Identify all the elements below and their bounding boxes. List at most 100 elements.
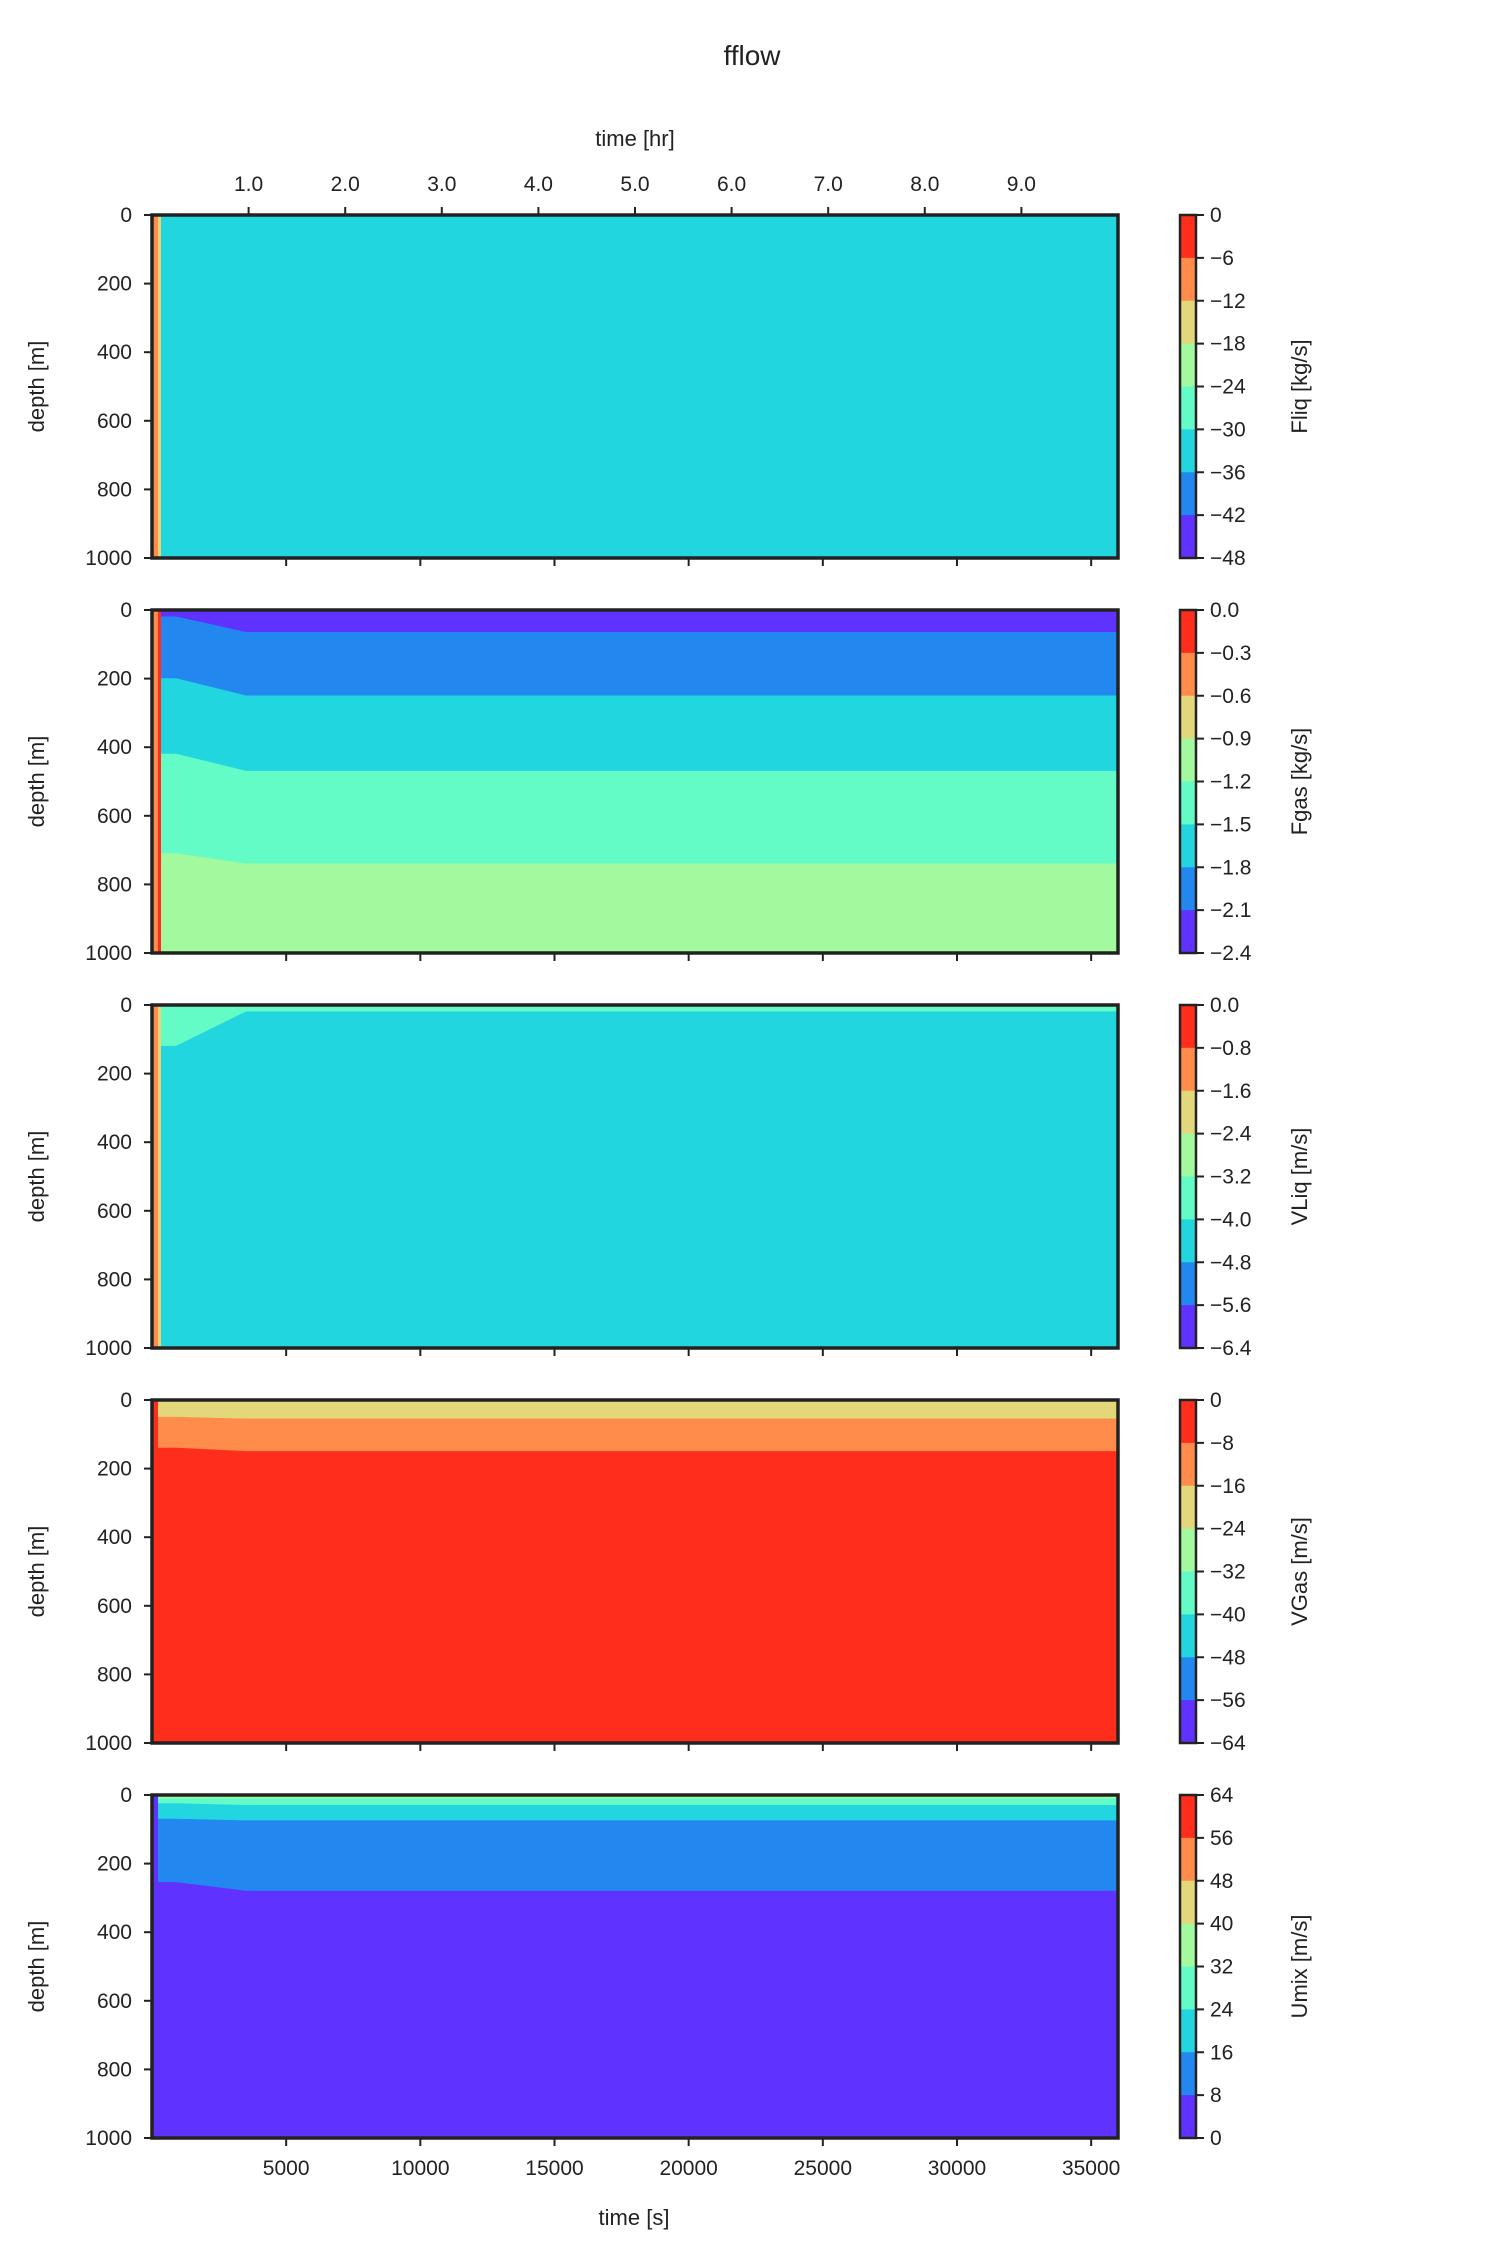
colorbar-swatch	[1180, 867, 1196, 911]
plot-area	[152, 1005, 1118, 1348]
colorbar-swatch	[1180, 1700, 1196, 1744]
colorbar-tick-label: −6.4	[1210, 1337, 1252, 1360]
colorbar-swatch	[1180, 1966, 1196, 2010]
plot-area	[152, 610, 1118, 953]
colorbar-swatch	[1180, 824, 1196, 868]
x-tick-label: 35000	[1062, 2157, 1120, 2180]
colorbar-tick-label: −2.4	[1210, 1123, 1252, 1146]
band-vgas-1	[152, 1401, 1118, 1420]
y-tick-label: 1000	[85, 942, 132, 965]
band-fgas-4	[152, 853, 1118, 953]
plot-area	[152, 1795, 1118, 2138]
panel-frame	[150, 1793, 1120, 2140]
colorbar-swatch	[1180, 1400, 1196, 1444]
top-x-tick-label: 9.0	[1007, 173, 1036, 196]
colorbar-tick-label: −0.8	[1210, 1037, 1251, 1060]
plot-area	[152, 1400, 1118, 1743]
colorbar-tick-label: −32	[1210, 1561, 1246, 1584]
colorbar-swatch	[1180, 781, 1196, 825]
colorbar-tick-label: −18	[1210, 333, 1246, 356]
y-axis-label: depth [m]	[24, 1526, 49, 1618]
y-tick-label: 600	[97, 1990, 132, 2013]
band-umix-3	[152, 1818, 1118, 1892]
initial-strip-umix-0	[152, 1795, 158, 2138]
colorbar-swatch	[1180, 1090, 1196, 1135]
colorbar-swatch	[1180, 1528, 1196, 1572]
colorbar-tick-label: −24	[1210, 376, 1246, 399]
colorbar-tick-label: −3.2	[1210, 1166, 1251, 1189]
y-tick-label: 200	[97, 1458, 132, 1481]
colorbar-tick-label: 40	[1210, 1913, 1233, 1936]
colorbar-tick-label: −1.6	[1210, 1080, 1251, 1103]
colorbar-swatch	[1180, 1923, 1196, 1967]
colorbar-swatch	[1180, 215, 1196, 259]
top-axis-label: time [hr]	[595, 126, 674, 151]
colorbar-tick-label: −1.8	[1210, 856, 1251, 879]
y-tick-label: 800	[97, 2058, 132, 2081]
y-tick-label: 600	[97, 1200, 132, 1223]
panel-fliq: 0 200 400 600 800 1000 depth [m] 0 −6 −12 −18 −24 −3…	[24, 204, 1312, 570]
y-tick-label: 200	[97, 668, 132, 691]
y-tick-label: 1000	[85, 1337, 132, 1360]
colorbar-swatch	[1180, 343, 1196, 387]
colorbar-swatch	[1180, 1305, 1196, 1349]
band-fgas-0	[152, 610, 1118, 633]
band-vgas-2	[152, 1416, 1118, 1452]
colorbar-swatch	[1180, 1485, 1196, 1530]
colorbar-tick-label: 32	[1210, 1956, 1233, 1979]
band-umix-4	[152, 1882, 1118, 2138]
y-axis-label: depth [m]	[24, 1131, 49, 1223]
colorbar-swatch	[1180, 1837, 1196, 1882]
colorbar-swatch	[1180, 1614, 1196, 1658]
figure-title: fflow	[723, 40, 781, 71]
colorbar-swatch	[1180, 300, 1196, 345]
colorbar-swatch	[1180, 1262, 1196, 1306]
colorbar-tick-label: −1.2	[1210, 771, 1251, 794]
colorbar-swatch	[1180, 1133, 1196, 1177]
colorbar-umix: 64 56 48 40 32 24 16 8 0 Umix [m/s]	[1178, 1784, 1312, 2150]
y-tick-label: 800	[97, 1663, 132, 1686]
y-tick-label: 800	[97, 1268, 132, 1291]
colorbar-swatch	[1180, 2009, 1196, 2053]
colorbar-label: VLiq [m/s]	[1287, 1128, 1312, 1226]
panel-fgas: 0 200 400 600 800 1000 depth [m] 0.0 −0.3 −0.6 −0.…	[24, 599, 1312, 965]
colorbar-swatch	[1180, 1657, 1196, 1701]
band-umix-1	[152, 1798, 1118, 1806]
colorbar-swatch	[1180, 1795, 1196, 1839]
colorbar-tick-label: 48	[1210, 1870, 1233, 1893]
colorbar-tick-label: −36	[1210, 461, 1246, 484]
colorbar-tick-label: 64	[1210, 1784, 1234, 1807]
x-tick-label: 10000	[391, 2157, 449, 2180]
y-tick-label: 0	[120, 1389, 132, 1412]
colorbar-tick-label: −40	[1210, 1603, 1246, 1626]
colorbar-tick-label: −0.9	[1210, 728, 1251, 751]
initial-strip-vliq-1	[158, 1005, 161, 1348]
colorbar-tick-label: −1.5	[1210, 813, 1251, 836]
top-x-tick-label: 1.0	[234, 173, 263, 196]
colorbar-tick-label: 0	[1210, 204, 1222, 227]
top-x-tick-label: 6.0	[717, 173, 746, 196]
panel-frame	[150, 608, 1120, 955]
colorbar-tick-label: −24	[1210, 1518, 1246, 1541]
y-tick-label: 200	[97, 273, 132, 296]
plot-area	[152, 215, 1118, 558]
y-tick-label: 800	[97, 873, 132, 896]
colorbar-tick-label: −48	[1210, 547, 1246, 570]
colorbar-swatch	[1180, 1176, 1196, 1220]
colorbar-swatch	[1180, 515, 1196, 559]
colorbar-swatch	[1180, 910, 1196, 954]
colorbar-vliq: 0.0 −0.8 −1.6 −2.4 −3.2 −4.0 −4.8 −5.6 −6.4 VLiq …	[1178, 994, 1312, 1360]
colorbar-label: Umix [m/s]	[1287, 1915, 1312, 2019]
colorbar-tick-label: −2.4	[1210, 942, 1252, 965]
colorbar-tick-label: −8	[1210, 1432, 1234, 1455]
colorbar-tick-label: 0.0	[1210, 599, 1239, 622]
y-tick-label: 600	[97, 1595, 132, 1618]
colorbar-swatch	[1180, 2095, 1196, 2139]
y-tick-label: 400	[97, 1131, 132, 1154]
colorbar-label: VGas [m/s]	[1287, 1517, 1312, 1626]
band-fliq-0	[152, 215, 1118, 558]
colorbar-swatch	[1180, 610, 1196, 654]
panel-frame	[150, 1398, 1120, 1745]
